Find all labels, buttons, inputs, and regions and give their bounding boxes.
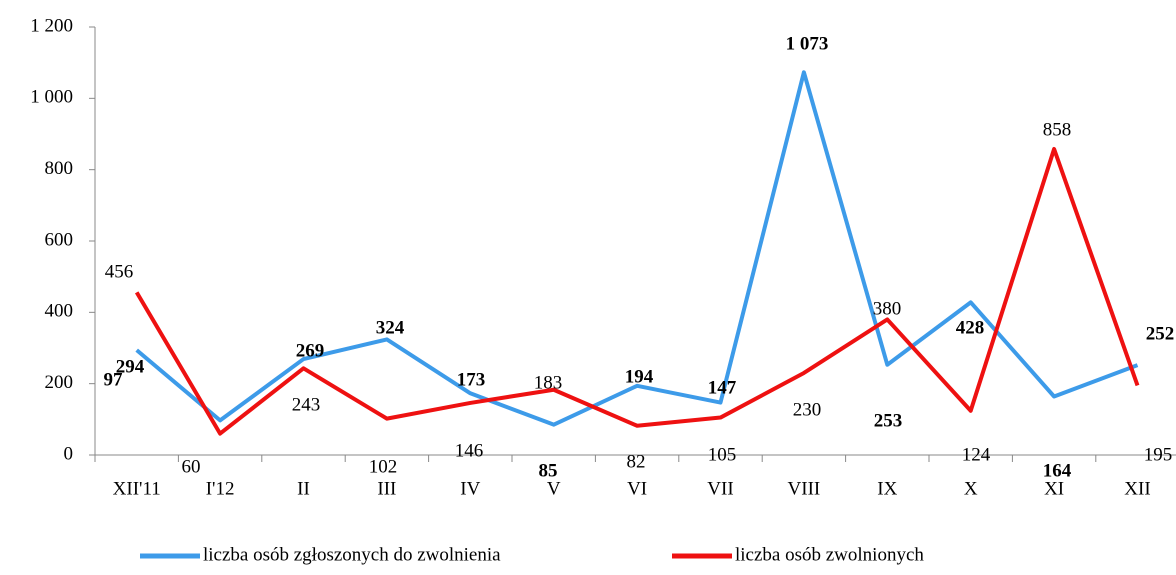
data-label: 173 <box>457 369 486 390</box>
x-tick-label: IV <box>460 478 480 499</box>
data-label: 105 <box>708 444 737 465</box>
data-label: 82 <box>627 451 646 472</box>
x-tick-label: XII <box>1124 478 1150 499</box>
y-tick-label: 0 <box>64 443 74 464</box>
data-label: 858 <box>1043 119 1072 140</box>
x-tick-label: II <box>297 478 310 499</box>
data-label: 324 <box>376 317 405 338</box>
x-tick-label: XII'11 <box>113 478 161 499</box>
data-label: 294 <box>116 356 145 377</box>
x-tick-label: VI <box>627 478 647 499</box>
legend-label: liczba osób zgłoszonych do zwolnienia <box>203 544 501 565</box>
data-label: 102 <box>369 456 398 477</box>
x-tick-label: VIII <box>788 478 821 499</box>
data-label: 147 <box>708 377 737 398</box>
data-label: 164 <box>1043 460 1072 481</box>
data-label: 253 <box>874 410 903 431</box>
x-tick-label: X <box>964 478 978 499</box>
x-tick-label: III <box>377 478 396 499</box>
data-label: 183 <box>534 372 563 393</box>
data-line <box>135 70 1139 427</box>
data-label: 60 <box>182 456 201 477</box>
data-label: 195 <box>1144 444 1173 465</box>
y-tick-label: 600 <box>45 229 74 250</box>
x-tick-label: VII <box>707 478 733 499</box>
x-tick-label: I'12 <box>206 478 235 499</box>
data-label: 428 <box>956 317 985 338</box>
y-tick-label: 1 000 <box>30 87 73 108</box>
data-label: 146 <box>455 440 484 461</box>
data-label: 194 <box>625 366 654 387</box>
data-label: 252 <box>1146 323 1175 344</box>
data-line <box>134 146 1140 436</box>
legend-label: liczba osób zwolnionych <box>735 544 924 565</box>
y-tick-label: 800 <box>45 158 74 179</box>
data-label: 269 <box>296 340 325 361</box>
data-label: 456 <box>105 261 134 282</box>
data-label: 85 <box>539 460 558 481</box>
data-label: 230 <box>793 399 822 420</box>
data-label: 243 <box>292 394 321 415</box>
x-tick-label: V <box>547 478 561 499</box>
data-label: 97 <box>104 369 124 390</box>
y-tick-label: 1 200 <box>30 15 73 36</box>
x-tick-label: XI <box>1044 478 1064 499</box>
x-tick-label: IX <box>877 478 897 499</box>
y-tick-label: 400 <box>45 301 74 322</box>
data-label: 1 073 <box>786 33 829 54</box>
data-label: 380 <box>873 298 902 319</box>
data-label: 124 <box>962 444 991 465</box>
y-tick-label: 200 <box>45 372 74 393</box>
